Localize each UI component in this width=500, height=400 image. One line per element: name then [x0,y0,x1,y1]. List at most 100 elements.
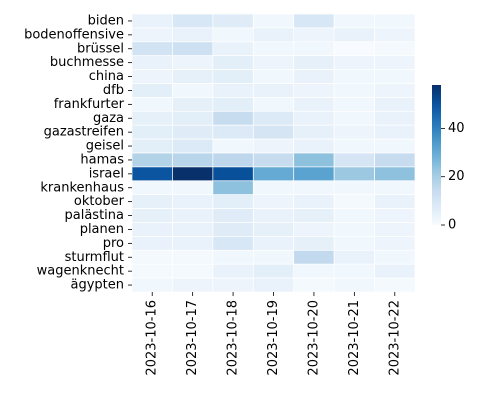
heatmap-cell-hamas-2023-10-20 [293,152,335,168]
heatmap-cell-sturmflut-2023-10-16 [131,249,173,265]
heatmap-cell-bodenoffensive-2023-10-18 [212,27,254,43]
heatmap-cell-bodenoffensive-2023-10-17 [172,27,214,43]
y-tick-label: oktober [74,194,125,209]
heatmap-cell-brüssel-2023-10-18 [212,41,254,57]
heatmap-cell-geisel-2023-10-16 [131,138,173,154]
heatmap-cell-biden-2023-10-22 [374,13,416,29]
heatmap-cell-bodenoffensive-2023-10-16 [131,27,173,43]
colorbar-ticks: 0 20 40 [441,121,465,233]
heatmap-cell-gazastreifen-2023-10-16 [131,124,173,140]
heatmap-cell-sturmflut-2023-10-19 [252,249,295,265]
y-tick-label: bodenoffensive [24,27,124,42]
y-tick-label: palästina [65,208,124,223]
y-tick-label: geisel [86,139,124,154]
heatmap-cell-palästina-2023-10-18 [212,208,254,223]
x-tick-label: 2023-10-20 [306,300,321,376]
heatmap-cell-brüssel-2023-10-16 [131,41,173,57]
x-tick-label: 2023-10-19 [266,300,281,376]
heatmap-cell-krankenhaus-2023-10-17 [172,180,214,196]
heatmap-cell-brüssel-2023-10-19 [252,41,295,57]
heatmap-cell-brüssel-2023-10-17 [172,41,214,57]
heatmap-cell-planen-2023-10-22 [374,222,416,237]
y-tick-label: china [89,69,124,84]
heatmap-cell-sturmflut-2023-10-20 [293,249,335,265]
heatmap-cell-krankenhaus-2023-10-22 [374,180,416,196]
heatmap-cell-oktober-2023-10-16 [131,194,173,209]
heatmap-cell-dfb-2023-10-21 [333,83,375,98]
heatmap-cell-buchmesse-2023-10-17 [172,55,214,70]
heatmap-cell-china-2023-10-22 [374,69,416,84]
heatmap-cell-sturmflut-2023-10-18 [212,249,254,265]
heatmap-cell-ägypten-2023-10-21 [333,277,375,293]
heatmap-cell-gaza-2023-10-19 [252,110,295,126]
heatmap-cell-china-2023-10-20 [293,69,335,84]
heatmap-cell-hamas-2023-10-17 [172,152,214,168]
heatmap-cell-wagenknecht-2023-10-22 [374,263,416,279]
colorbar-tick-label: 0 [448,218,456,233]
heatmap-cell-biden-2023-10-17 [172,13,214,29]
heatmap-cell-bodenoffensive-2023-10-21 [333,27,375,43]
heatmap-cell-krankenhaus-2023-10-19 [252,180,295,196]
heatmap-cell-buchmesse-2023-10-18 [212,55,254,70]
heatmap-cell-oktober-2023-10-21 [333,194,375,209]
y-tick-label: hamas [80,152,124,167]
heatmap-cell-planen-2023-10-17 [172,222,214,237]
heatmap-cell-frankfurter-2023-10-21 [333,97,375,112]
heatmap-cell-china-2023-10-16 [131,69,173,84]
heatmap-cell-china-2023-10-17 [172,69,214,84]
colorbar [432,85,441,225]
colorbar-tick-label: 20 [448,169,465,184]
heatmap-cell-gaza-2023-10-20 [293,110,335,126]
x-tick-labels: 2023-10-16 2023-10-17 2023-10-18 2023-10-19… [145,292,402,376]
heatmap-cell-dfb-2023-10-19 [252,83,295,98]
heatmap-cell-gazastreifen-2023-10-21 [333,124,375,140]
heatmap-cell-china-2023-10-21 [333,69,375,84]
heatmap-cell-frankfurter-2023-10-19 [252,97,295,112]
heatmap-cell-frankfurter-2023-10-18 [212,97,254,112]
heatmap-cell-planen-2023-10-21 [333,222,375,237]
heatmap-cell-oktober-2023-10-17 [172,194,214,209]
y-tick-label: israel [89,166,124,181]
heatmap-cell-pro-2023-10-21 [333,236,375,251]
heatmap-cell-dfb-2023-10-17 [172,83,214,98]
heatmap-cell-palästina-2023-10-19 [252,208,295,223]
heatmap-cell-israel-2023-10-18 [212,166,254,182]
heatmap-cell-buchmesse-2023-10-19 [252,55,295,70]
heatmap-cell-planen-2023-10-16 [131,222,173,237]
x-tick-label: 2023-10-17 [185,300,200,376]
heatmap-cell-gazastreifen-2023-10-20 [293,124,335,140]
heatmap-cell-krankenhaus-2023-10-21 [333,180,375,196]
heatmap-cell-pro-2023-10-20 [293,236,335,251]
x-tick-label: 2023-10-22 [387,300,402,376]
heatmap-cell-geisel-2023-10-21 [333,138,375,154]
heatmap-cell-bodenoffensive-2023-10-19 [252,27,295,43]
heatmap-cell-geisel-2023-10-19 [252,138,295,154]
heatmap-cell-israel-2023-10-20 [293,166,335,182]
x-tick-label: 2023-10-21 [347,300,362,376]
y-tick-label: pro [103,236,124,251]
heatmap-cell-oktober-2023-10-22 [374,194,416,209]
heatmap-cell-sturmflut-2023-10-21 [333,249,375,265]
heatmap-cell-hamas-2023-10-18 [212,152,254,168]
y-tick-labels: bidenbodenoffensivebrüsselbuchmessechina… [24,13,132,293]
heatmap-cell-china-2023-10-19 [252,69,295,84]
heatmap-cell-brüssel-2023-10-22 [374,41,416,57]
heatmap-cell-israel-2023-10-17 [172,166,214,182]
y-tick-label: wagenknecht [37,264,124,279]
heatmap-cell-israel-2023-10-19 [252,166,295,182]
heatmap-cell-biden-2023-10-19 [252,13,295,29]
heatmap-cell-krankenhaus-2023-10-16 [131,180,173,196]
x-tick-label: 2023-10-18 [226,300,241,376]
heatmap-cell-wagenknecht-2023-10-21 [333,263,375,279]
heatmap-cell-gazastreifen-2023-10-19 [252,124,295,140]
heatmap-cell-israel-2023-10-21 [333,166,375,182]
heatmap-cell-pro-2023-10-17 [172,236,214,251]
heatmap-cell-biden-2023-10-21 [333,13,375,29]
colorbar-tick-label: 40 [448,121,465,136]
heatmap-cell-gaza-2023-10-18 [212,110,254,126]
heatmap-cell-pro-2023-10-19 [252,236,295,251]
y-tick-label: sturmflut [65,250,124,265]
heatmap-cell-dfb-2023-10-22 [374,83,416,98]
heatmap-cell-palästina-2023-10-17 [172,208,214,223]
heatmap-cell-ägypten-2023-10-16 [131,277,173,293]
